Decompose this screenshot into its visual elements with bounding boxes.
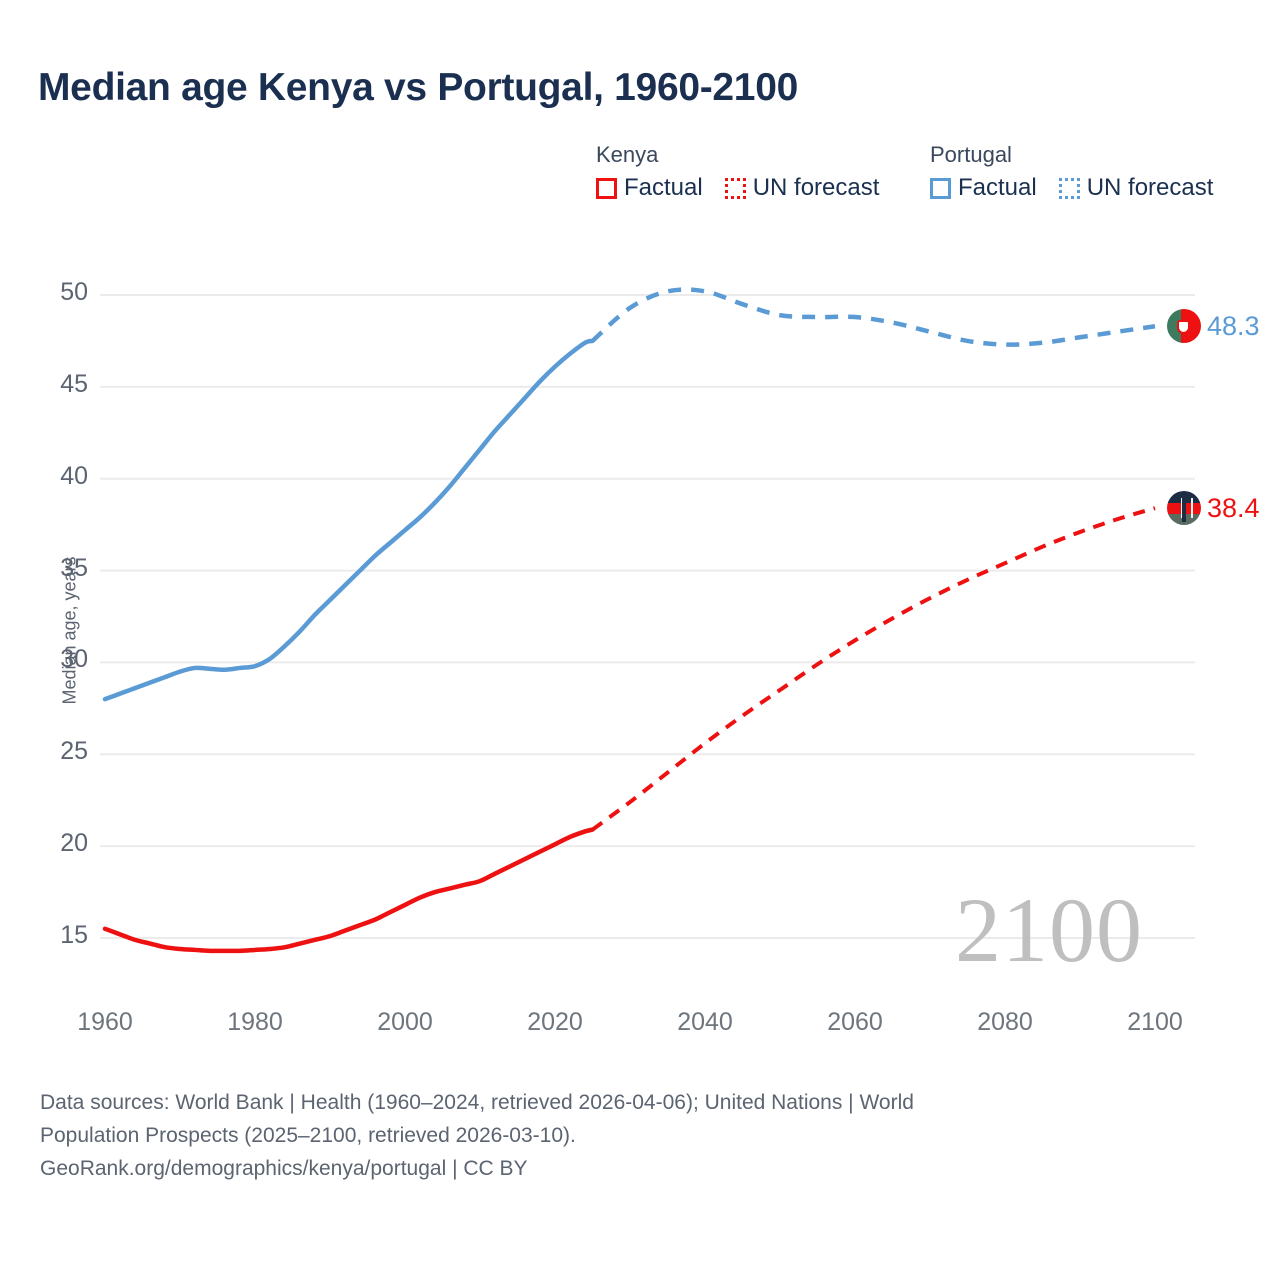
y-tick-label: 25 xyxy=(60,737,88,766)
kenya-end-marker: 38.4 xyxy=(1167,491,1260,526)
legend-country-kenya: Kenya xyxy=(596,142,659,167)
footer-line-2: Population Prospects (2025–2100, retriev… xyxy=(40,1124,576,1147)
legend-swatch-solid-icon xyxy=(930,177,951,199)
kenya-flag-icon xyxy=(1167,491,1201,526)
legend-label-portugal-forecast: UN forecast xyxy=(1086,174,1214,201)
legend-label-kenya-forecast: UN forecast xyxy=(752,174,880,201)
footer-line-1: Data sources: World Bank | Health (1960–… xyxy=(40,1091,914,1114)
y-tick-label: 15 xyxy=(60,921,88,949)
portugal-flag-icon xyxy=(1167,309,1201,344)
y-tick-label: 35 xyxy=(60,553,88,582)
x-tick-label: 1960 xyxy=(77,1008,133,1036)
plot-svg xyxy=(100,287,1195,954)
legend-swatch-dotted-icon xyxy=(724,177,746,199)
x-tick-label: 1980 xyxy=(227,1008,283,1036)
portugal-forecast-line xyxy=(590,287,1156,347)
x-tick-label: 2100 xyxy=(1127,1008,1183,1036)
y-tick-label: 45 xyxy=(60,369,88,398)
gridlines xyxy=(100,294,1195,939)
legend-item-kenya-factual[interactable]: Factual xyxy=(596,174,703,202)
portugal-end-marker: 48.3 xyxy=(1167,309,1260,344)
legend-swatch-dotted-icon xyxy=(1058,177,1080,199)
kenya-factual-line xyxy=(102,827,595,954)
portugal-factual-line xyxy=(102,338,595,702)
legend-item-kenya-forecast[interactable]: UN forecast xyxy=(724,174,880,202)
x-tick-label: 2080 xyxy=(977,1008,1033,1036)
legend-item-portugal-factual[interactable]: Factual xyxy=(930,174,1037,202)
x-tick-label: 2060 xyxy=(827,1008,883,1036)
y-tick-label: 50 xyxy=(60,278,88,306)
portugal-end-value: 48.3 xyxy=(1207,310,1260,341)
chart-legend: Kenya Factual UN forecast Portugal Factu… xyxy=(596,142,1256,224)
footer-sources: Data sources: World Bank | Health (1960–… xyxy=(40,1086,1200,1185)
x-tick-label: 2000 xyxy=(377,1008,433,1036)
legend-label-portugal-factual: Factual xyxy=(958,174,1037,201)
legend-swatch-solid-icon xyxy=(596,177,617,199)
x-tick-label: 2040 xyxy=(677,1008,733,1036)
page-title: Median age Kenya vs Portugal, 1960-2100 xyxy=(38,66,798,109)
y-tick-label: 30 xyxy=(60,645,88,674)
kenya-forecast-line xyxy=(591,506,1156,832)
year-watermark: 2100 xyxy=(955,879,1143,981)
legend-group-portugal: Portugal Factual UN forecast xyxy=(930,142,1213,202)
y-tick-label: 40 xyxy=(60,461,88,490)
x-tick-label: 2020 xyxy=(527,1008,583,1036)
legend-label-kenya-factual: Factual xyxy=(624,174,703,201)
y-tick-label: 20 xyxy=(60,829,88,858)
chart-area: Median age, years 15 20 25 30 35 40 45 50 1960 1… xyxy=(60,278,1260,1036)
kenya-end-value: 38.4 xyxy=(1207,492,1260,523)
legend-country-portugal: Portugal xyxy=(930,142,1012,167)
legend-item-portugal-forecast[interactable]: UN forecast xyxy=(1058,174,1214,202)
footer-line-3: GeoRank.org/demographics/kenya/portugal … xyxy=(40,1157,528,1180)
legend-group-kenya: Kenya Factual UN forecast xyxy=(596,142,879,202)
